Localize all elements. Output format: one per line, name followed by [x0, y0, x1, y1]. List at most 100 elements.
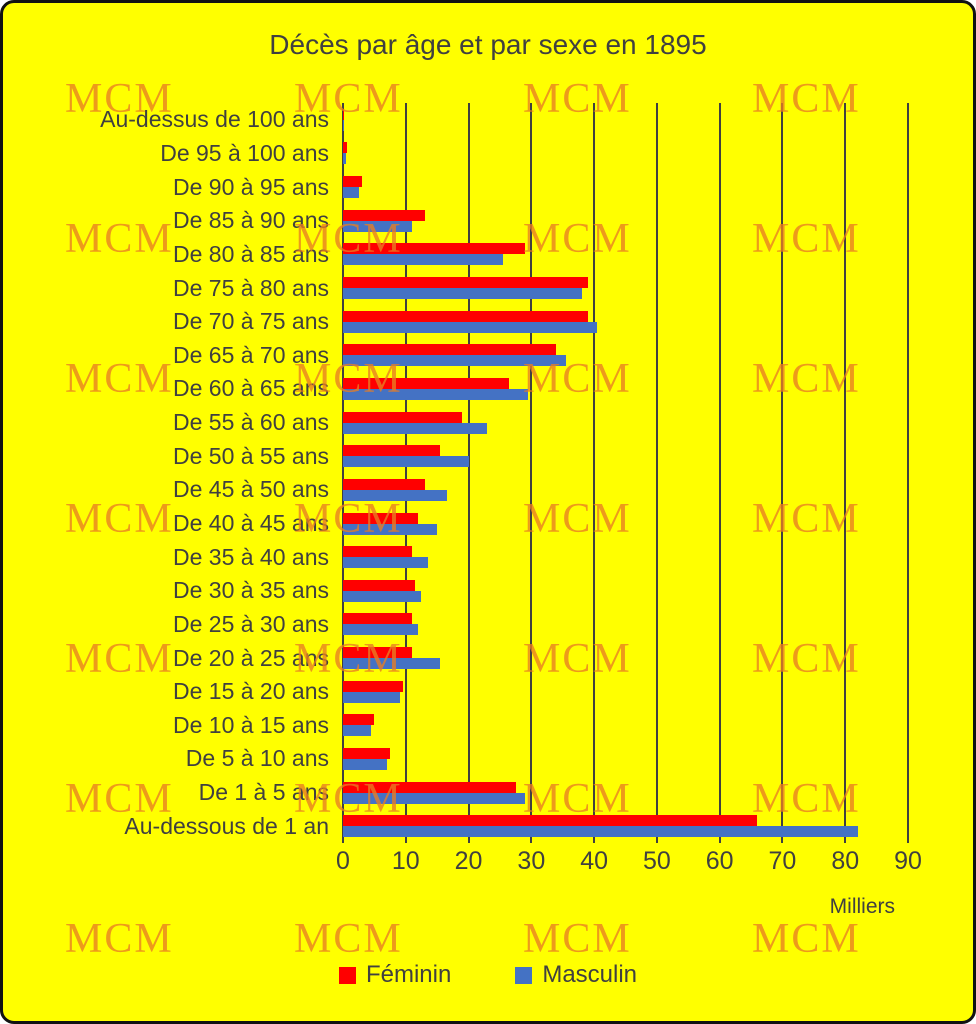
bar-feminin [343, 714, 375, 726]
bar-group [343, 103, 908, 137]
chart-row: De 75 à 80 ans [3, 271, 908, 305]
x-axis-ticks: 0 10 20 30 40 50 60 70 80 90 [336, 847, 922, 879]
bar-feminin [343, 310, 588, 322]
category-label: De 90 à 95 ans [172, 173, 329, 200]
bar-group [343, 742, 908, 776]
category-label: De 5 à 10 ans [185, 745, 329, 772]
bar-feminin [343, 411, 463, 423]
bar-masculin [343, 321, 598, 333]
watermark-text: MCM [752, 916, 861, 962]
x-tick-label: 80 [831, 847, 860, 875]
category-label: De 70 à 75 ans [172, 308, 329, 335]
bar-group [343, 406, 908, 440]
category-label: De 30 à 35 ans [172, 577, 329, 604]
chart-row: Au-dessous de 1 an [3, 809, 908, 843]
bar-group [343, 507, 908, 541]
category-label: Au-dessous de 1 an [124, 812, 329, 839]
bar-feminin [343, 243, 526, 255]
category-label: De 50 à 55 ans [172, 442, 329, 469]
legend-label-feminin: Féminin [365, 961, 452, 988]
bar-feminin [343, 445, 441, 457]
bar-feminin [343, 512, 419, 524]
x-tick-label: 60 [705, 847, 734, 875]
bar-feminin [343, 613, 413, 625]
chart-row: De 30 à 35 ans [3, 574, 908, 608]
bar-group [343, 170, 908, 204]
gridline [593, 103, 596, 843]
chart-row: De 5 à 10 ans [3, 742, 908, 776]
bar-masculin [343, 489, 447, 501]
gridline [718, 103, 721, 843]
bar-group [343, 540, 908, 574]
category-label: De 10 à 15 ans [172, 711, 329, 738]
bar-masculin [343, 658, 441, 670]
bar-masculin [343, 220, 413, 232]
category-label: De 65 à 70 ans [172, 341, 329, 368]
chart-row: De 35 à 40 ans [3, 540, 908, 574]
x-tick-label: 90 [894, 847, 922, 875]
bar-feminin [343, 579, 416, 591]
chart-row: De 55 à 60 ans [3, 406, 908, 440]
chart-row: De 95 à 100 ans [3, 137, 908, 171]
chart-row: De 60 à 65 ans [3, 372, 908, 406]
chart-row: De 70 à 75 ans [3, 305, 908, 339]
bar-feminin [343, 680, 403, 692]
x-tick-label: 50 [642, 847, 671, 875]
chart-row: De 50 à 55 ans [3, 439, 908, 473]
category-label: De 15 à 20 ans [172, 678, 329, 705]
watermark-text: MCM [294, 916, 403, 962]
bar-group [343, 439, 908, 473]
chart-row: De 80 à 85 ans [3, 238, 908, 272]
bar-group [343, 137, 908, 171]
bar-group [343, 271, 908, 305]
bar-feminin [343, 815, 758, 827]
gridline [781, 103, 784, 843]
legend-swatch-feminin [338, 966, 356, 984]
gridline [530, 103, 533, 843]
category-label: De 45 à 50 ans [172, 476, 329, 503]
gridline [655, 103, 658, 843]
category-label: De 55 à 60 ans [172, 409, 329, 436]
x-tick-label: 10 [391, 847, 420, 875]
bar-feminin [343, 781, 516, 793]
bar-feminin [343, 546, 413, 558]
bar-masculin [343, 119, 344, 131]
bar-masculin [343, 590, 422, 602]
bar-feminin [343, 478, 425, 490]
legend-swatch-masculin [515, 966, 533, 984]
category-label: De 40 à 45 ans [172, 510, 329, 536]
gridline [467, 103, 470, 843]
chart-row: De 25 à 30 ans [3, 608, 908, 642]
chart-row: De 45 à 50 ans [3, 473, 908, 507]
bar-group [343, 204, 908, 238]
category-label: De 85 à 90 ans [172, 207, 329, 234]
bar-masculin [343, 557, 428, 569]
category-label: De 20 à 25 ans [172, 644, 329, 671]
bar-feminin [343, 377, 510, 389]
gridlines [342, 103, 909, 843]
chart-row: De 85 à 90 ans [3, 204, 908, 238]
bar-masculin [343, 422, 488, 434]
category-label: De 80 à 85 ans [172, 240, 329, 267]
bar-group [343, 372, 908, 406]
gridline [907, 103, 909, 843]
watermark-text: MCM [523, 916, 632, 962]
bar-group [343, 574, 908, 608]
category-label: De 95 à 100 ans [160, 139, 329, 166]
gridline [844, 103, 847, 843]
chart-row: De 10 à 15 ans [3, 709, 908, 743]
legend-label-masculin: Masculin [542, 961, 638, 988]
bar-masculin [343, 725, 372, 737]
category-label: De 35 à 40 ans [172, 543, 329, 570]
legend-item-feminin: Féminin [338, 961, 452, 989]
bar-group [343, 608, 908, 642]
chart-rows: Au-dessus de 100 ans De 95 à 100 ans De 90… [3, 103, 908, 843]
chart-row: Au-dessus de 100 ans [3, 103, 908, 137]
legend: Féminin Masculin [3, 961, 973, 989]
bar-group [343, 709, 908, 743]
chart-row: De 65 à 70 ans [3, 338, 908, 372]
x-tick-label: 20 [454, 847, 483, 875]
bar-masculin [343, 187, 359, 199]
bar-group [343, 338, 908, 372]
